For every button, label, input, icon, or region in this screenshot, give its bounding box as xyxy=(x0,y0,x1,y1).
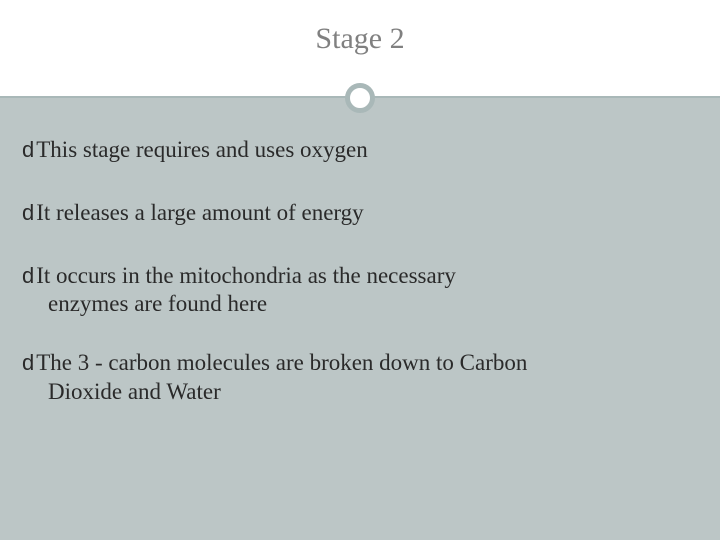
bullet-icon: d xyxy=(22,139,34,161)
bullet-icon: d xyxy=(22,202,34,224)
list-item: d The 3 - carbon molecules are broken do… xyxy=(22,349,698,407)
bullet-text: The 3 - carbon molecules are broken down… xyxy=(36,349,527,378)
circle-decoration-icon xyxy=(345,83,375,113)
bullet-text: It occurs in the mitochondria as the nec… xyxy=(36,262,456,291)
bullet-icon: d xyxy=(22,352,34,374)
bullet-text-continuation: enzymes are found here xyxy=(22,290,698,319)
list-item: d This stage requires and uses oxygen xyxy=(22,136,698,165)
slide: Stage 2 d This stage requires and uses o… xyxy=(0,0,720,540)
bullet-text: It releases a large amount of energy xyxy=(36,199,363,228)
bullet-text-continuation: Dioxide and Water xyxy=(22,378,698,407)
list-item: d It releases a large amount of energy xyxy=(22,199,698,228)
bullet-text: This stage requires and uses oxygen xyxy=(36,136,368,165)
list-item: d It occurs in the mitochondria as the n… xyxy=(22,262,698,320)
content-area: d This stage requires and uses oxygen d … xyxy=(0,98,720,540)
bullet-icon: d xyxy=(22,265,34,287)
page-title: Stage 2 xyxy=(0,0,720,56)
